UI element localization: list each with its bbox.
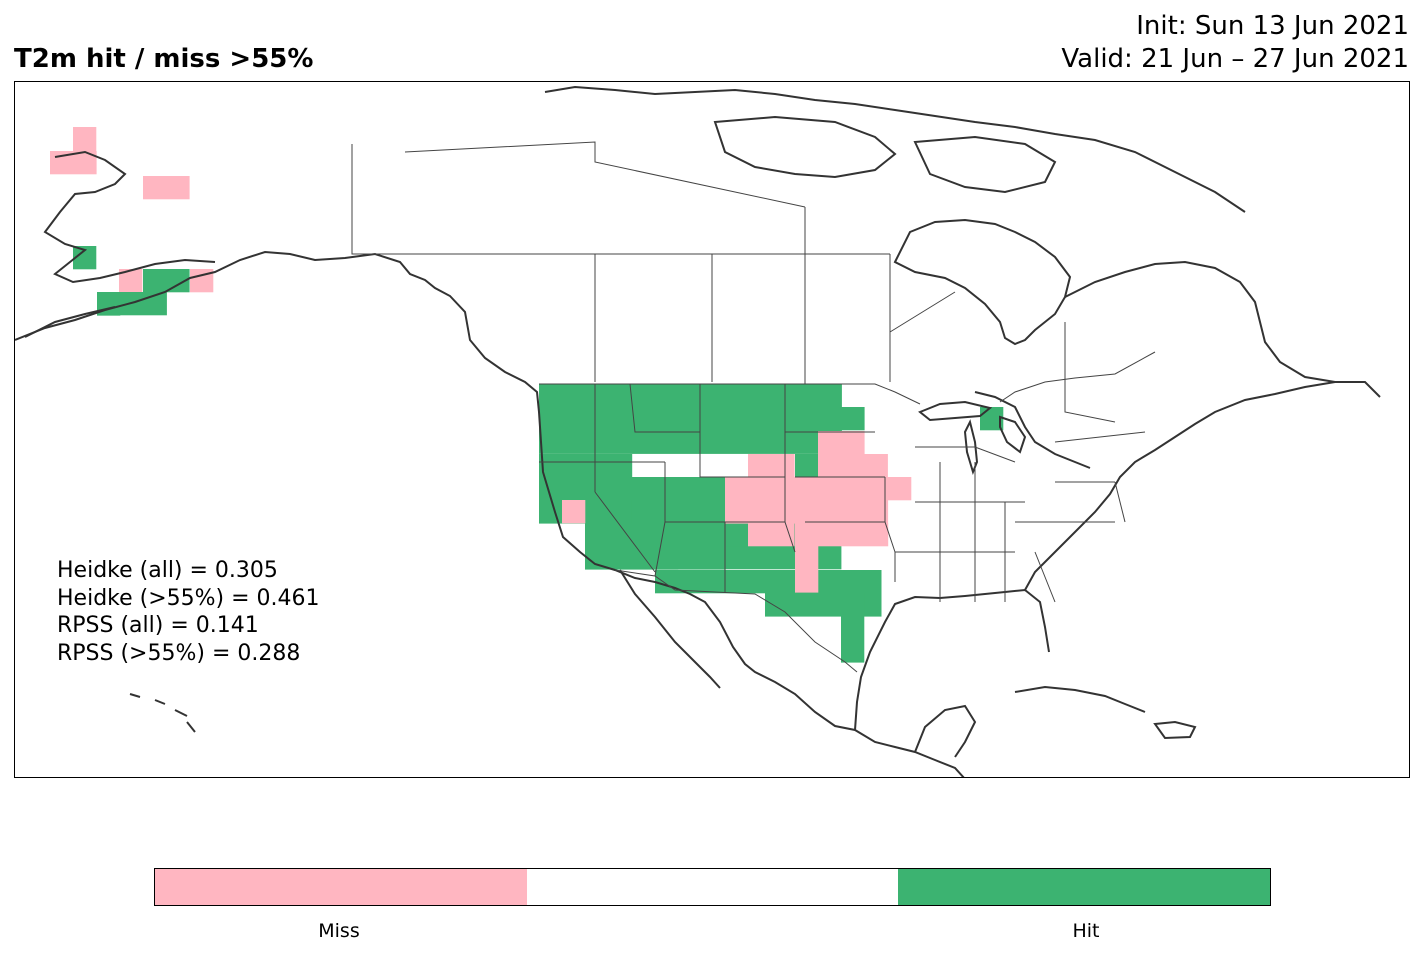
- miss-cell: [795, 546, 819, 593]
- miss-cell: [143, 176, 190, 200]
- hit-cell: [539, 384, 842, 454]
- alaska-west: [43, 150, 216, 284]
- us-mexico-border: [614, 569, 858, 673]
- canada-provinces: [351, 141, 1116, 423]
- miss-cell: [562, 500, 586, 524]
- us-canada-border: [539, 351, 1156, 405]
- political-borders: [351, 141, 1156, 673]
- miss-cell: [119, 269, 143, 293]
- rpss-55: RPSS (>55%) = 0.288: [57, 640, 301, 666]
- colorbar-miss: [155, 869, 527, 905]
- valid-range: Valid: 21 Jun – 27 Jun 2021: [1061, 44, 1409, 74]
- heidke-55: Heidke (>55%) = 0.461: [57, 585, 320, 611]
- map-panel: [14, 81, 1410, 778]
- atlantic-coast: [1024, 381, 1381, 591]
- great-lakes: [974, 391, 1091, 469]
- miss-cell: [818, 431, 865, 455]
- baja-coast: [619, 569, 721, 689]
- heidke-all: Heidke (all) = 0.305: [57, 558, 278, 583]
- lake-superior: [918, 400, 993, 422]
- hispaniola: [1153, 720, 1197, 740]
- yucatan: [914, 704, 977, 758]
- init-date: Init: Sun 13 Jun 2021: [1136, 11, 1409, 41]
- colorbar-hit: [898, 869, 1271, 905]
- labrador-coast: [1064, 260, 1336, 383]
- colorbar: [154, 868, 1271, 906]
- hit-cell: [143, 269, 190, 293]
- hit-cell: [841, 616, 865, 663]
- hawaii: [129, 693, 196, 733]
- miss-cell: [725, 477, 889, 524]
- rpss-all: RPSS (all) = 0.141: [57, 613, 259, 638]
- miss-cell: [748, 454, 795, 478]
- us-states-east: [895, 431, 1146, 603]
- colorbar-label-hit: Hit: [1072, 920, 1100, 942]
- lake-huron: [999, 415, 1027, 454]
- hit-cell: [539, 454, 633, 478]
- hudson-bay: [893, 218, 1072, 346]
- arctic-island-3: [913, 135, 1057, 194]
- hit-cell: [818, 593, 865, 617]
- alaska-peninsula: [24, 306, 116, 338]
- hit-cell: [818, 407, 865, 431]
- date-info: Init: Sun 13 Jun 2021 Valid: 21 Jun – 27…: [1061, 10, 1409, 76]
- hit-cell: [73, 246, 97, 270]
- miss-cell: [748, 523, 795, 547]
- cuba: [1014, 685, 1146, 713]
- miss-cell: [795, 523, 889, 547]
- map-canvas: [15, 85, 1381, 777]
- colorbar-neutral: [526, 869, 899, 905]
- skill-scores: Heidke (all) = 0.305 Heidke (>55%) = 0.4…: [57, 557, 320, 667]
- colorbar-label-miss: Miss: [318, 920, 360, 942]
- arctic-island-2: [713, 115, 897, 179]
- mainland-coast: [15, 250, 965, 777]
- us-states-plains: [785, 431, 896, 582]
- arctic-islands: [544, 85, 1246, 213]
- map-title: T2m hit / miss >55%: [14, 44, 314, 74]
- hit-cell: [655, 570, 772, 594]
- hit-cell: [980, 407, 1004, 431]
- miss-cell: [888, 477, 912, 501]
- coastlines: [15, 85, 1381, 777]
- us-states-west: [539, 383, 796, 592]
- lake-michigan: [963, 419, 979, 476]
- miss-cell: [818, 454, 888, 478]
